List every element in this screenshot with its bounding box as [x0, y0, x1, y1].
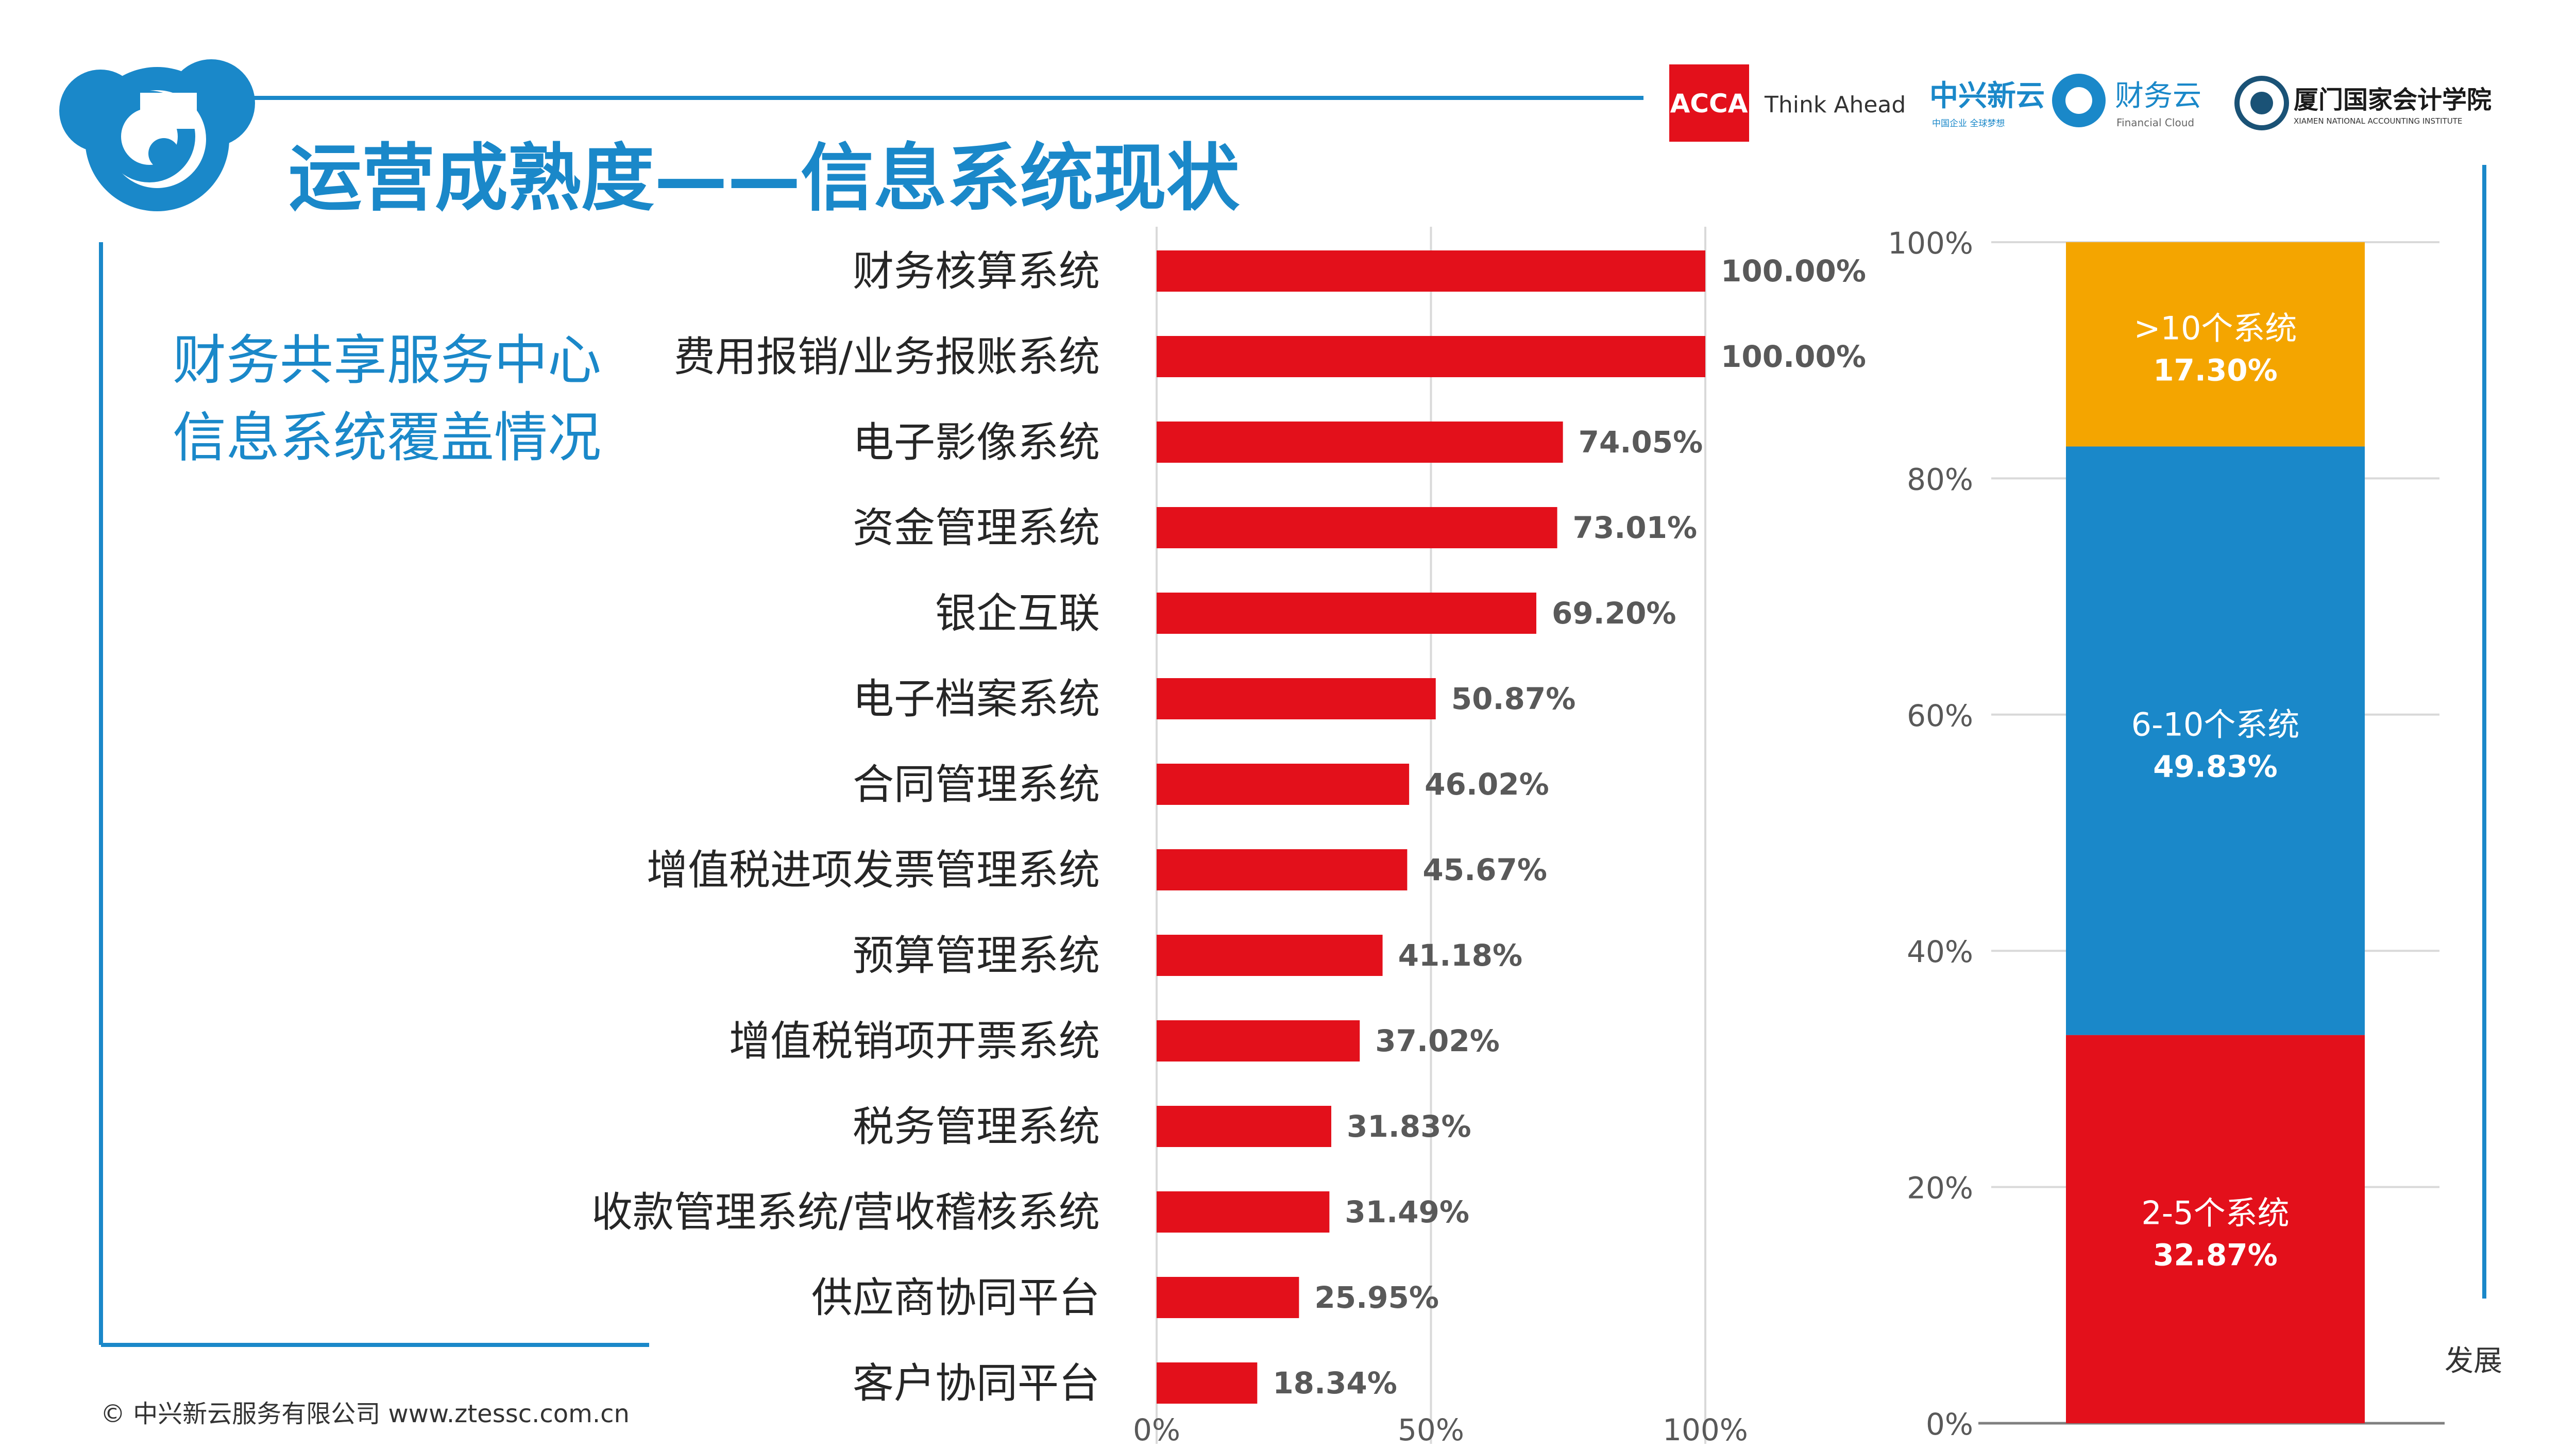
category-label: 收款管理系统/营收稽核系统: [591, 1188, 1100, 1236]
value-label: 37.02%: [1375, 1023, 1500, 1058]
zte-logo: 中兴新云 中国企业 全球梦想: [1929, 79, 2045, 129]
category-label: 税务管理系统: [853, 1103, 1100, 1151]
y-tick-label: 60%: [1907, 698, 1973, 733]
bar: [1157, 849, 1408, 890]
category-label: 增值税进项发票管理系统: [647, 846, 1100, 894]
segment-label: >10个系统: [2134, 309, 2297, 347]
category-label: 供应商协同平台: [811, 1274, 1100, 1322]
footer-fragment: 发展: [2445, 1344, 2502, 1378]
bar: [1157, 1362, 1258, 1404]
xnai-name: 厦门国家会计学院: [2294, 86, 2492, 114]
category-label: 财务核算系统: [853, 247, 1100, 295]
segment-value-label: 49.83%: [2153, 749, 2278, 784]
bar: [1157, 507, 1557, 548]
value-label: 18.34%: [1273, 1366, 1397, 1401]
value-label: 100.00%: [1721, 254, 1866, 289]
x-tick-label: 50%: [1398, 1412, 1464, 1447]
segment-value-label: 32.87%: [2153, 1237, 2278, 1272]
subtitle-line-1: 财务共享服务中心: [173, 329, 601, 392]
stack-segment: [2066, 446, 2365, 1035]
xnai-sub: XIAMEN NATIONAL ACCOUNTING INSTITUTE: [2294, 116, 2462, 126]
y-tick-label: 100%: [1888, 226, 1973, 261]
bar: [1157, 250, 1705, 292]
y-tick-label: 80%: [1907, 462, 1973, 497]
bar: [1157, 593, 1536, 634]
value-label: 46.02%: [1425, 767, 1549, 802]
category-label: 电子档案系统: [853, 675, 1100, 723]
value-label: 69.20%: [1552, 596, 1676, 631]
y-tick-label: 40%: [1907, 934, 1973, 969]
bar: [1157, 678, 1436, 719]
y-tick-label: 20%: [1907, 1171, 1973, 1206]
value-label: 50.87%: [1451, 681, 1576, 716]
zte-sub: 中国企业 全球梦想: [1932, 119, 2005, 129]
value-label: 25.95%: [1314, 1280, 1439, 1315]
subtitle-line-2: 信息系统覆盖情况: [173, 406, 601, 469]
coverage-bar-chart: 0% 50% 100% 财务核算系统 100.00% 费用报销/业务报账系统 100.00%…: [591, 227, 1866, 1447]
category-label: 电子影像系统: [853, 418, 1100, 466]
category-label: 增值税销项开票系统: [729, 1017, 1100, 1065]
segment-label: 6-10个系统: [2131, 706, 2300, 744]
value-label: 31.49%: [1345, 1194, 1469, 1229]
xnai-logo: 厦门国家会计学院 XIAMEN NATIONAL ACCOUNTING INST…: [2234, 76, 2492, 130]
stack-segment: [2066, 1035, 2365, 1423]
stack-segment: [2066, 242, 2365, 447]
system-count-stacked-chart: 0% 20% 40% 60% 80% 100% 2-5个系统 32.87% 6-10个系统 49.…: [1888, 226, 2445, 1442]
cloud-logo-icon: [59, 59, 255, 211]
value-label: 45.67%: [1422, 852, 1547, 887]
value-label: 41.18%: [1398, 938, 1523, 973]
y-tick-label: 0%: [1926, 1407, 1973, 1442]
footer-copyright: © 中兴新云服务有限公司 www.ztessc.com.cn: [100, 1400, 630, 1428]
bar: [1157, 422, 1563, 463]
bar: [1157, 336, 1705, 377]
category-label: 预算管理系统: [853, 932, 1100, 980]
value-label: 74.05%: [1579, 425, 1703, 460]
category-label: 资金管理系统: [853, 504, 1100, 552]
bar: [1157, 764, 1410, 805]
acca-mark: ACCA: [1670, 89, 1748, 119]
acca-logo: ACCA Think Ahead: [1669, 64, 1906, 142]
page-title: 运营成熟度——信息系统现状: [289, 136, 1240, 221]
cloud-sub: Financial Cloud: [2116, 116, 2194, 129]
x-tick-label: 0%: [1133, 1412, 1180, 1447]
value-label: 100.00%: [1721, 339, 1866, 374]
segment-value-label: 17.30%: [2153, 352, 2278, 387]
category-label: 银企互联: [935, 589, 1100, 637]
cloud-name: 财务云: [2115, 79, 2201, 113]
zte-name: 中兴新云: [1929, 79, 2045, 113]
bar: [1157, 1191, 1330, 1233]
bar: [1157, 1020, 1360, 1062]
bar: [1157, 935, 1383, 976]
value-label: 73.01%: [1573, 510, 1698, 545]
x-tick-label: 100%: [1663, 1412, 1748, 1447]
financial-cloud-logo: 财务云 Financial Cloud: [2052, 74, 2201, 129]
acca-tagline: Think Ahead: [1764, 92, 1906, 118]
segment-label: 2-5个系统: [2141, 1194, 2289, 1232]
category-label: 客户协同平台: [853, 1359, 1100, 1407]
category-label: 合同管理系统: [853, 761, 1100, 808]
category-label: 费用报销/业务报账系统: [674, 333, 1100, 381]
bar: [1157, 1106, 1331, 1147]
bar: [1157, 1277, 1299, 1318]
value-label: 31.83%: [1347, 1109, 1471, 1144]
